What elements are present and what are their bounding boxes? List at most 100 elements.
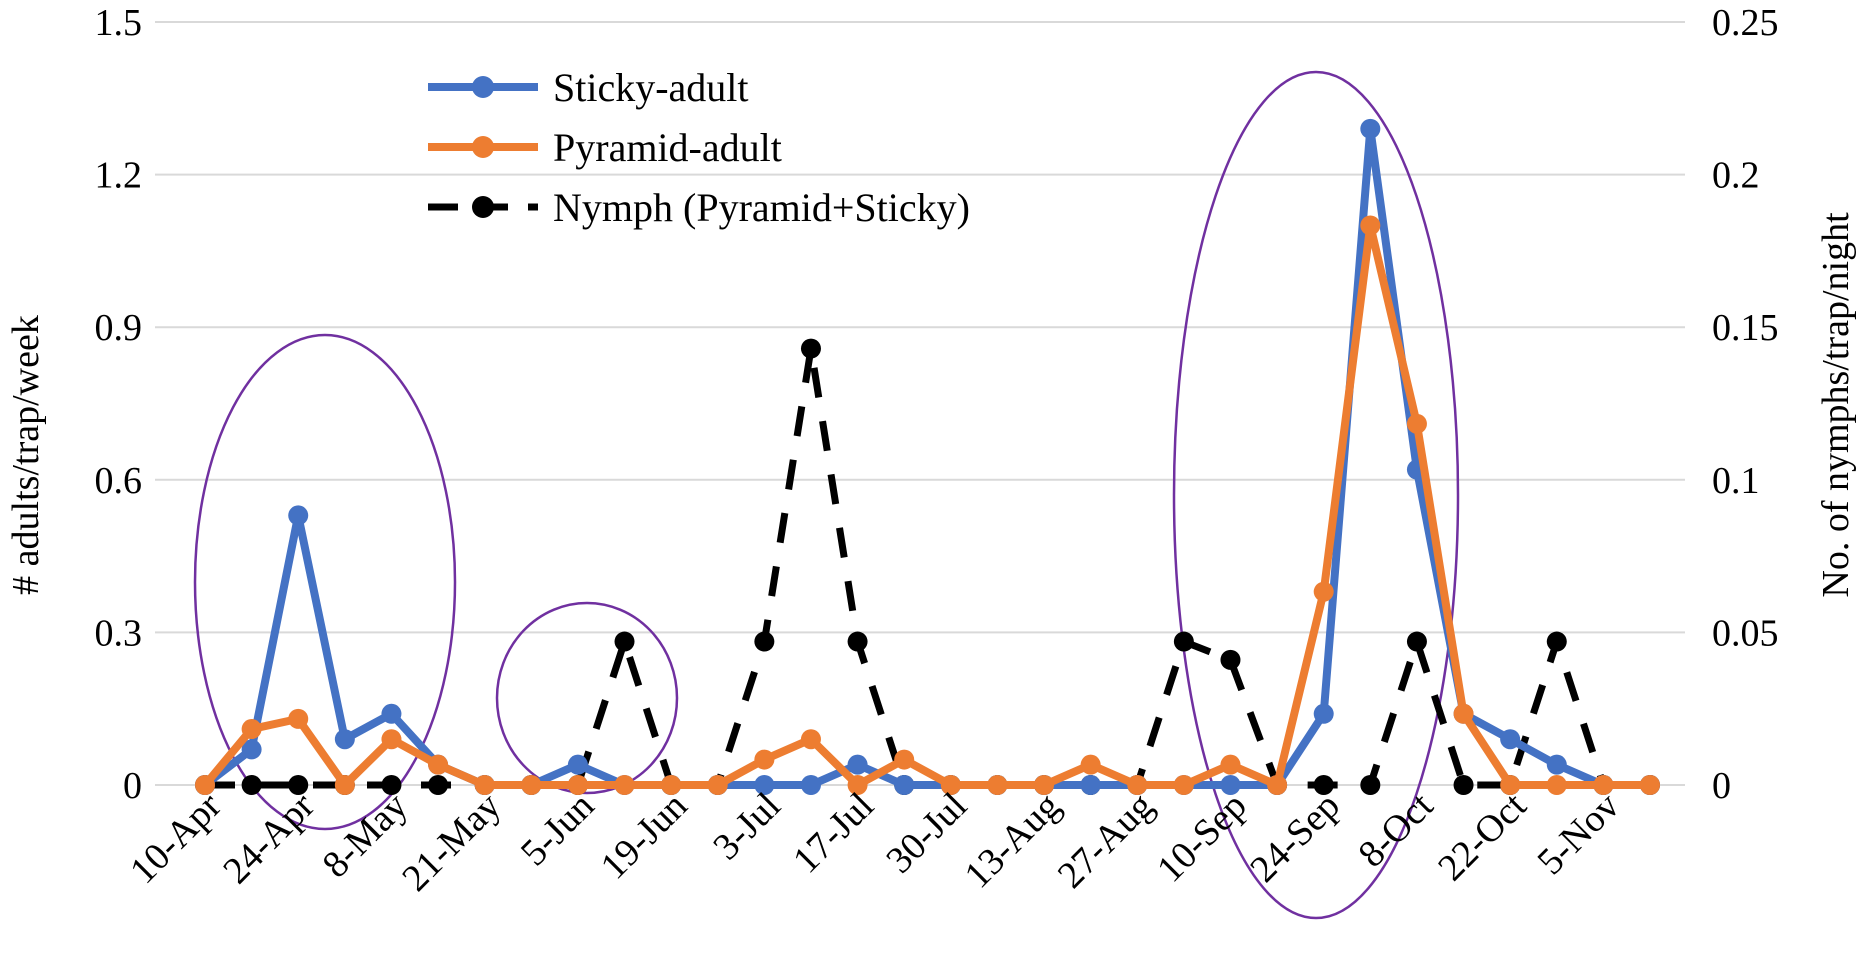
legend: Sticky-adult Pyramid-adult Nymph (Pyramid+… xyxy=(428,65,970,230)
data-point xyxy=(1034,775,1055,795)
data-point xyxy=(987,775,1008,795)
right-tick-label: 0.05 xyxy=(1712,612,1779,654)
data-point xyxy=(288,708,309,729)
gridlines xyxy=(155,21,1685,786)
data-point xyxy=(1360,118,1381,139)
data-point xyxy=(1453,703,1474,724)
data-point xyxy=(241,775,262,795)
data-point xyxy=(1500,775,1521,795)
data-point xyxy=(1173,775,1194,795)
data-point xyxy=(1267,775,1288,795)
ellipse-apr-may xyxy=(193,333,457,831)
legend-item: Nymph (Pyramid+Sticky) xyxy=(428,185,970,230)
x-tick-label: 24-Sep xyxy=(1242,785,1348,891)
data-point xyxy=(847,754,868,775)
data-point xyxy=(334,775,355,795)
legend-item: Pyramid-adult xyxy=(428,125,782,170)
x-tick-label: 5-Nov xyxy=(1529,785,1627,883)
x-tick-label: 13-Aug xyxy=(957,785,1069,897)
data-point xyxy=(1500,729,1521,750)
left-tick-label: 0.9 xyxy=(95,307,143,349)
right-tick-label: 0.15 xyxy=(1712,307,1779,349)
highlight-ellipses xyxy=(193,70,1460,920)
x-tick-label: 17-Jul xyxy=(785,785,882,882)
x-tick-label: 5-Jun xyxy=(513,785,602,874)
right-tick-label: 0.2 xyxy=(1712,155,1760,197)
x-tick-label: 10-Sep xyxy=(1149,785,1255,891)
data-point xyxy=(1406,413,1427,434)
x-tick-label: 22-Oct xyxy=(1430,784,1535,889)
legend-marker xyxy=(472,76,494,98)
ellipse-jun xyxy=(495,601,679,795)
series-pyramid-adult xyxy=(195,215,1660,795)
data-point xyxy=(1546,631,1567,652)
x-tick-label: 24-Apr xyxy=(215,784,323,892)
data-point xyxy=(1127,775,1148,795)
data-point xyxy=(288,505,309,526)
data-point xyxy=(288,775,309,795)
data-point xyxy=(1546,754,1567,775)
data-point xyxy=(1313,581,1334,602)
legend-marker xyxy=(472,196,494,218)
right-axis-ticks: 0 0.05 0.1 0.15 0.2 0.25 xyxy=(1712,2,1779,807)
left-tick-label: 0.3 xyxy=(95,612,143,654)
data-point xyxy=(1313,703,1334,724)
legend-label: Pyramid-adult xyxy=(553,125,782,170)
data-point xyxy=(1080,754,1101,775)
data-point xyxy=(381,775,402,795)
x-tick-label: 8-Oct xyxy=(1350,784,1441,875)
data-point xyxy=(847,631,868,652)
data-point xyxy=(894,775,915,795)
data-point xyxy=(1593,775,1614,795)
data-point xyxy=(1220,775,1241,795)
data-point xyxy=(241,719,262,740)
data-point xyxy=(474,775,495,795)
data-point xyxy=(1453,775,1474,795)
legend-label: Sticky-adult xyxy=(553,65,749,110)
data-point xyxy=(381,729,402,750)
data-point xyxy=(1546,775,1567,795)
data-point xyxy=(1406,631,1427,652)
data-point xyxy=(894,749,915,770)
data-point xyxy=(1220,649,1241,670)
data-point xyxy=(521,775,542,795)
data-point xyxy=(241,739,262,760)
data-point xyxy=(800,775,821,795)
data-point xyxy=(195,775,215,795)
left-tick-label: 0.6 xyxy=(95,460,143,502)
data-point xyxy=(334,729,355,750)
data-point xyxy=(614,775,635,795)
right-tick-label: 0 xyxy=(1712,765,1731,807)
data-point xyxy=(847,775,868,795)
left-tick-label: 1.5 xyxy=(95,2,143,44)
data-point xyxy=(614,631,635,652)
left-axis-title: # adults/trap/week xyxy=(5,315,47,595)
x-tick-label: 21-May xyxy=(394,785,509,900)
left-tick-label: 0 xyxy=(123,765,142,807)
legend-label: Nymph (Pyramid+Sticky) xyxy=(553,185,970,230)
data-point xyxy=(381,703,402,724)
left-tick-label: 1.2 xyxy=(95,155,143,197)
x-tick-label: 3-Jul xyxy=(705,785,788,868)
data-point xyxy=(567,775,588,795)
data-point xyxy=(661,775,682,795)
data-point xyxy=(1220,754,1241,775)
data-point xyxy=(800,729,821,750)
legend-item: Sticky-adult xyxy=(428,65,749,110)
left-axis-ticks: 0 0.3 0.6 0.9 1.2 1.5 xyxy=(95,2,143,807)
data-point xyxy=(1360,215,1381,236)
right-axis-title: No. of nymphs/trap/night xyxy=(1815,212,1857,598)
data-point xyxy=(1313,775,1334,795)
right-tick-label: 0.1 xyxy=(1712,460,1760,502)
series-group xyxy=(195,118,1660,795)
ellipse-sep xyxy=(1172,70,1460,920)
data-point xyxy=(754,775,775,795)
data-point xyxy=(707,775,728,795)
data-point xyxy=(940,775,961,795)
data-point xyxy=(428,754,449,775)
data-point xyxy=(754,749,775,770)
data-point xyxy=(1173,631,1194,652)
